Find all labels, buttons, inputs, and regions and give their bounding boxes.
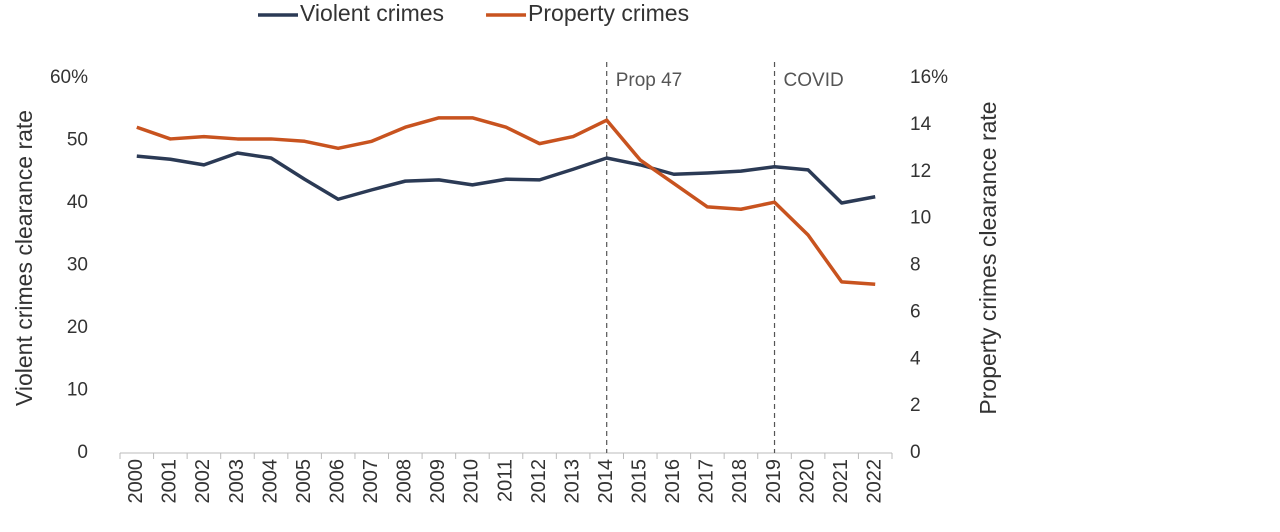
annotation-label: COVID [784, 70, 844, 91]
x-tick-label: 2016 [662, 459, 684, 504]
x-tick-label: 2011 [494, 459, 516, 502]
y2-tick-label: 0 [910, 442, 921, 463]
x-tick-label: 2012 [528, 459, 550, 504]
x-tick-label: 2004 [259, 459, 281, 504]
y2-tick-label: 12 [910, 161, 931, 182]
series-line [136, 116, 876, 286]
x-tick-label: 2001 [159, 459, 181, 504]
legend-label: Property crimes [528, 0, 689, 26]
x-tick-label: 2010 [461, 459, 483, 504]
series-line [136, 151, 876, 205]
y-tick-label: 30 [67, 255, 88, 276]
legend-label: Violent crimes [300, 0, 444, 26]
y-tick-label: 40 [67, 192, 88, 213]
x-tick-label: 2022 [863, 459, 885, 504]
y2-tick-label: 10 [910, 208, 931, 229]
y-tick-label: 60% [50, 67, 88, 88]
x-tick-label: 2018 [729, 459, 751, 504]
y-tick-label: 50 [67, 130, 88, 151]
x-tick-label: 2008 [394, 459, 416, 504]
x-tick-label: 2003 [226, 459, 248, 504]
y2-tick-label: 6 [910, 301, 921, 322]
y2-tick-label: 14 [910, 114, 932, 135]
x-tick-label: 2019 [763, 459, 785, 504]
y-tick-label: 20 [67, 317, 88, 338]
x-tick-label: 2017 [696, 459, 718, 504]
x-tick-label: 2005 [293, 459, 315, 504]
x-tick-label: 2020 [796, 459, 818, 504]
y-axis-title: Violent crimes clearance rate [11, 110, 37, 406]
annotation-label: Prop 47 [616, 70, 683, 91]
y2-tick-label: 2 [910, 395, 921, 416]
x-tick-label: 2021 [830, 459, 852, 504]
y-tick-label: 10 [67, 380, 88, 401]
y2-tick-label: 4 [910, 348, 921, 369]
x-tick-label: 2006 [326, 459, 348, 504]
x-tick-label: 2000 [125, 459, 147, 504]
x-tick-label: 2009 [427, 459, 449, 504]
y2-axis-title: Property crimes clearance rate [975, 101, 1001, 414]
y2-tick-label: 16% [910, 67, 948, 88]
y-tick-label: 0 [77, 442, 88, 463]
x-tick-label: 2007 [360, 459, 382, 504]
x-tick-label: 2002 [192, 459, 214, 504]
y2-tick-label: 8 [910, 255, 921, 276]
x-tick-label: 2013 [561, 459, 583, 504]
x-tick-label: 2014 [595, 459, 617, 504]
x-tick-label: 2015 [629, 459, 651, 504]
